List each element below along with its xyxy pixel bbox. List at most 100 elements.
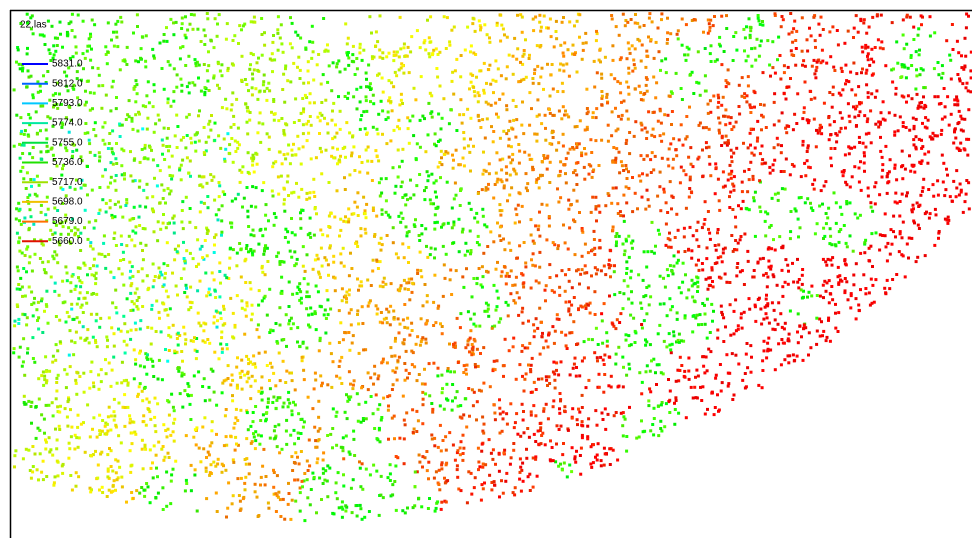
point — [825, 263, 829, 267]
point — [228, 256, 232, 260]
point — [226, 66, 230, 70]
point — [344, 22, 348, 26]
point — [716, 177, 720, 181]
point — [828, 242, 832, 246]
point — [567, 207, 571, 211]
point — [338, 70, 342, 74]
point — [890, 21, 894, 25]
point — [696, 280, 700, 284]
point — [125, 201, 129, 205]
point — [146, 485, 150, 489]
point — [174, 284, 178, 288]
point — [831, 25, 835, 29]
point — [625, 80, 629, 84]
point — [511, 491, 515, 495]
point — [537, 113, 541, 117]
point — [505, 178, 509, 182]
point — [104, 53, 108, 56]
point — [335, 410, 339, 414]
point — [65, 84, 69, 88]
point — [365, 202, 369, 206]
point — [752, 196, 756, 200]
point — [61, 301, 65, 305]
point — [704, 277, 708, 281]
point — [484, 188, 488, 192]
point — [162, 188, 166, 192]
point — [370, 159, 374, 163]
point — [343, 188, 347, 191]
point — [244, 314, 248, 318]
point — [257, 303, 261, 307]
point — [527, 319, 530, 323]
point — [606, 139, 610, 143]
point — [208, 293, 212, 297]
point — [477, 243, 481, 247]
point — [23, 216, 27, 220]
point — [59, 143, 63, 147]
point — [492, 480, 496, 484]
point — [393, 339, 397, 343]
point — [589, 445, 593, 449]
point — [852, 36, 855, 39]
point — [466, 310, 470, 314]
point — [725, 14, 728, 18]
point — [167, 149, 170, 153]
point — [131, 229, 135, 233]
point — [444, 463, 448, 467]
point — [381, 109, 385, 113]
point — [952, 179, 956, 183]
point — [619, 411, 623, 415]
point — [565, 475, 569, 479]
point — [333, 215, 337, 219]
point — [376, 407, 380, 411]
point — [503, 265, 507, 269]
point — [353, 73, 357, 76]
point — [710, 302, 714, 306]
point — [620, 113, 624, 117]
point — [640, 323, 644, 326]
point — [492, 130, 496, 133]
point — [107, 142, 111, 145]
point — [77, 475, 81, 479]
point — [442, 263, 446, 267]
point — [824, 289, 828, 293]
point — [874, 278, 878, 282]
point — [290, 498, 294, 502]
point — [166, 399, 170, 403]
point — [55, 389, 59, 393]
point — [265, 86, 269, 90]
point — [818, 334, 822, 338]
point — [79, 285, 83, 289]
point — [125, 378, 128, 382]
point — [836, 330, 840, 333]
point — [257, 121, 261, 125]
point — [223, 414, 227, 418]
point — [410, 363, 414, 367]
point — [529, 368, 533, 371]
point — [164, 429, 168, 432]
point — [680, 43, 684, 47]
point — [236, 419, 240, 422]
point — [352, 95, 356, 99]
point — [77, 276, 80, 280]
point — [428, 394, 432, 398]
point — [55, 447, 59, 451]
point — [662, 132, 666, 136]
point — [15, 287, 19, 291]
point — [312, 190, 316, 194]
point — [763, 219, 767, 223]
point — [38, 257, 42, 260]
point — [294, 30, 298, 34]
point — [573, 125, 577, 129]
point — [143, 445, 147, 449]
point — [287, 194, 290, 197]
point — [917, 205, 921, 208]
point — [252, 435, 256, 439]
point — [135, 299, 139, 302]
point — [474, 324, 478, 328]
point — [677, 411, 681, 415]
point — [587, 337, 591, 341]
point — [70, 274, 74, 278]
point — [298, 298, 302, 302]
point — [485, 309, 489, 313]
